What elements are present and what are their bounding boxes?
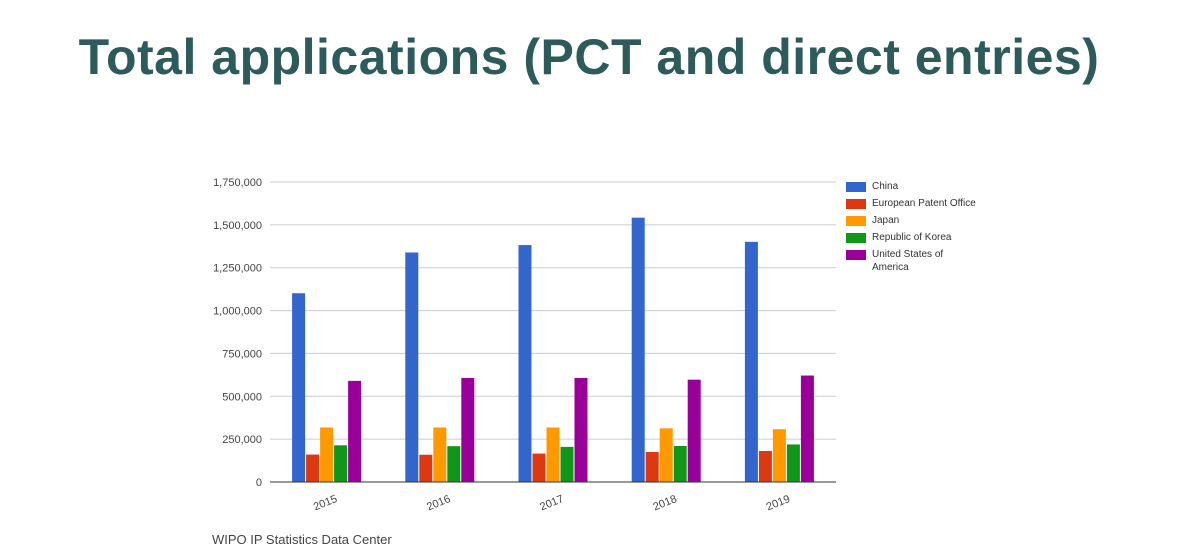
y-tick-label: 1,750,000 <box>213 177 262 189</box>
legend-item: China <box>846 180 976 193</box>
y-tick-label: 1,250,000 <box>213 263 262 275</box>
bar-china-2015 <box>292 293 306 482</box>
y-tick-label: 500,000 <box>222 391 262 403</box>
legend-swatch <box>846 199 866 209</box>
bar-united-states-of-america-2015 <box>348 380 362 482</box>
bar-united-states-of-america-2018 <box>687 379 701 482</box>
legend-label: Japan <box>872 215 900 226</box>
legend-label: China <box>872 181 899 192</box>
y-tick-label: 1,500,000 <box>213 220 262 232</box>
bar-japan-2017 <box>546 427 560 482</box>
bar-republic-of-korea-2019 <box>786 444 800 482</box>
bar-china-2019 <box>744 241 758 482</box>
x-axis-ticks: 2015 2016 2017 2018 2019 <box>312 493 792 513</box>
legend-item: Republic of Korea <box>846 231 976 244</box>
bar-republic-of-korea-2016 <box>447 446 461 482</box>
x-tick-label: 2017 <box>538 493 565 513</box>
bar-european-patent-office-2017 <box>532 453 546 482</box>
bar-china-2018 <box>631 217 645 482</box>
legend-swatch <box>846 233 866 243</box>
legend-swatch <box>846 250 866 260</box>
legend-swatch <box>846 216 866 226</box>
x-tick-label: 2018 <box>651 493 678 513</box>
gridlines <box>270 181 836 440</box>
source-note: WIPO IP Statistics Data Center <box>212 532 392 547</box>
x-tick-label: 2016 <box>425 493 452 513</box>
y-tick-label: 250,000 <box>222 434 262 446</box>
bar-japan-2019 <box>772 429 786 482</box>
legend-item: United States of America <box>846 248 976 274</box>
bars <box>292 217 814 482</box>
legend-label: United States of America <box>872 249 944 273</box>
y-tick-label: 1,000,000 <box>213 306 262 318</box>
bar-european-patent-office-2019 <box>758 450 772 482</box>
page-title: Total applications (PCT and direct entri… <box>78 29 1100 85</box>
y-axis-ticks: 0 250,000 500,000 750,000 1,000,000 1,250,000… <box>213 177 262 489</box>
bar-republic-of-korea-2017 <box>560 446 574 482</box>
legend-label: Republic of Korea <box>872 232 952 243</box>
bar-united-states-of-america-2016 <box>461 377 475 482</box>
y-tick-label: 0 <box>256 477 262 489</box>
bar-european-patent-office-2018 <box>645 452 659 482</box>
y-tick-label: 750,000 <box>222 348 262 360</box>
bar-republic-of-korea-2015 <box>334 445 348 482</box>
bar-japan-2018 <box>659 428 673 482</box>
x-tick-label: 2015 <box>312 493 339 513</box>
bar-united-states-of-america-2017 <box>574 377 588 482</box>
legend-item: European Patent Office <box>846 197 976 210</box>
legend: China European Patent Office Japan Republic… <box>846 180 976 278</box>
legend-swatch <box>846 182 866 192</box>
bar-china-2016 <box>405 252 419 482</box>
bar-republic-of-korea-2018 <box>673 446 687 482</box>
legend-item: Japan <box>846 214 976 227</box>
bar-japan-2016 <box>433 427 447 482</box>
legend-label: European Patent Office <box>872 198 976 209</box>
bar-united-states-of-america-2019 <box>800 375 814 482</box>
bar-european-patent-office-2015 <box>306 454 320 482</box>
bar-china-2017 <box>518 245 532 482</box>
bar-european-patent-office-2016 <box>419 454 433 482</box>
x-tick-label: 2019 <box>765 493 792 513</box>
bar-japan-2015 <box>320 427 334 482</box>
